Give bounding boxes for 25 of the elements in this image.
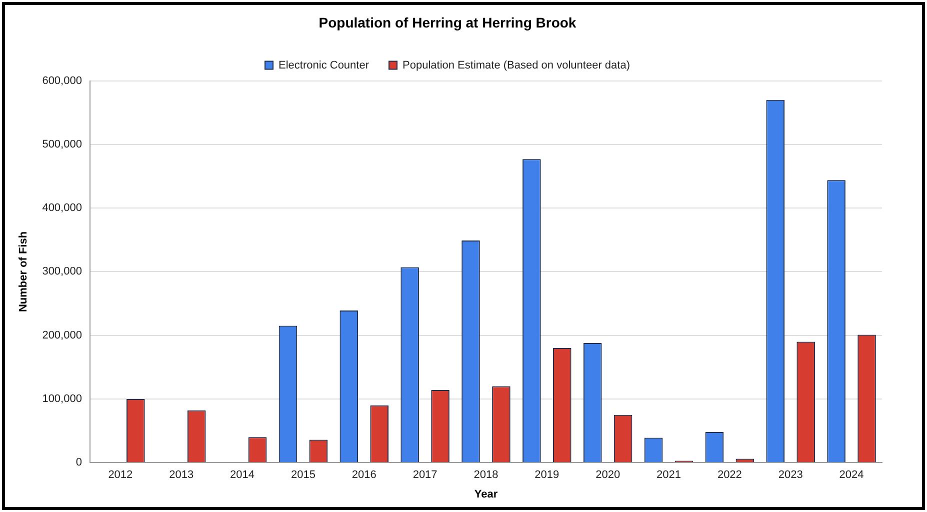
x-tick-label: 2016 (352, 469, 376, 482)
y-tick-label: 600,000 (42, 74, 82, 87)
y-tick-label: 200,000 (42, 329, 82, 342)
x-tick-label: 2022 (717, 469, 742, 482)
y-axis-title: Number of Fish (18, 231, 30, 312)
x-tick-label: 2015 (290, 469, 316, 482)
x-tick-label: 2012 (108, 469, 133, 482)
x-tick-label: 2020 (596, 469, 620, 482)
x-tick-label: 2021 (656, 469, 681, 482)
x-tick-label: 2018 (474, 469, 498, 482)
x-tick-label: 2014 (230, 469, 255, 482)
chart-title: Population of Herring at Herring Brook (318, 14, 576, 30)
x-tick-label: 2013 (169, 469, 194, 482)
legend-label: Population Estimate (Based on volunteer data) (402, 59, 630, 72)
x-axis-title: Year (474, 488, 498, 500)
y-tick-label: 0 (76, 456, 82, 469)
x-tick-label: 2017 (412, 469, 438, 482)
x-tick-label: 2023 (778, 469, 803, 482)
legend-label: Electronic Counter (278, 59, 370, 72)
y-tick-label: 400,000 (42, 202, 82, 214)
x-tick-label: 2019 (534, 469, 560, 482)
y-tick-label: 100,000 (42, 393, 82, 405)
y-tick-label: 500,000 (42, 138, 82, 150)
y-tick-label: 300,000 (42, 266, 82, 278)
x-tick-label: 2024 (839, 469, 864, 482)
